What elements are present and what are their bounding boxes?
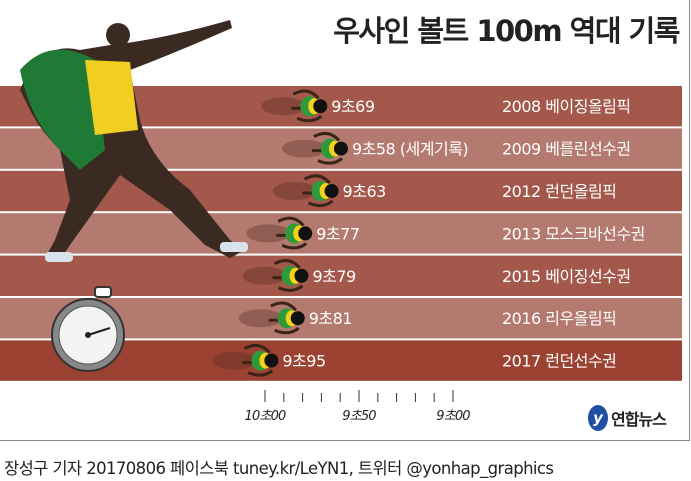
chart: 9초69 2008 베이징올림픽 9초58 (세계기록) 2009 베를린선수권 9초6… (0, 20, 682, 424)
record-time-label: 9초77 (316, 224, 359, 243)
record-row: 9초77 2013 모스크바선수권 (0, 213, 682, 254)
runner-icon (242, 259, 309, 292)
record-event-label: 2009 베를린선수권 (502, 140, 631, 159)
tick-label: 9초50 (342, 409, 376, 424)
stopwatch-icon (51, 286, 125, 372)
record-row: 9초79 2015 베이징선수권 (0, 255, 682, 296)
runner-icon (246, 216, 313, 250)
record-time-label: 9초58 (세계기록) (352, 140, 468, 159)
record-event-label: 2016 리우올림픽 (502, 309, 616, 328)
tick-label: 10초00 (244, 409, 286, 424)
runner-icon (212, 343, 279, 377)
record-event-label: 2008 베이징올림픽 (502, 97, 631, 116)
page-title: 우사인 볼트 100m 역대 기록 (333, 14, 680, 48)
record-time-label: 9초81 (309, 309, 352, 328)
tick-label: 9초00 (436, 409, 470, 424)
credit-footer: 장성구 기자 20170806 페이스북 tuney.kr/LeYN1, 트위터… (4, 459, 554, 478)
record-event-label: 2015 베이징선수권 (502, 267, 631, 286)
record-bar (0, 255, 682, 296)
logo-mark: y (588, 405, 608, 431)
yonhap-logo: y 연합뉴스 (588, 405, 667, 431)
record-bar (0, 213, 682, 254)
runner-icon (272, 174, 339, 208)
logo-text: 연합뉴스 (611, 410, 667, 429)
record-time-label: 9초95 (282, 352, 325, 371)
record-time-label: 9초69 (331, 97, 375, 116)
runner-icon (238, 301, 305, 335)
runner-icon (261, 89, 328, 123)
bolt-photo (20, 20, 248, 262)
record-time-label: 9초79 (312, 267, 356, 286)
record-event-label: 2017 런던선수권 (502, 352, 616, 371)
record-event-label: 2012 런던올림픽 (502, 182, 616, 201)
record-time-label: 9초63 (343, 182, 386, 201)
record-event-label: 2013 모스크바선수권 (502, 224, 645, 243)
chart-frame (0, 0, 690, 441)
runner-icon (281, 131, 348, 165)
